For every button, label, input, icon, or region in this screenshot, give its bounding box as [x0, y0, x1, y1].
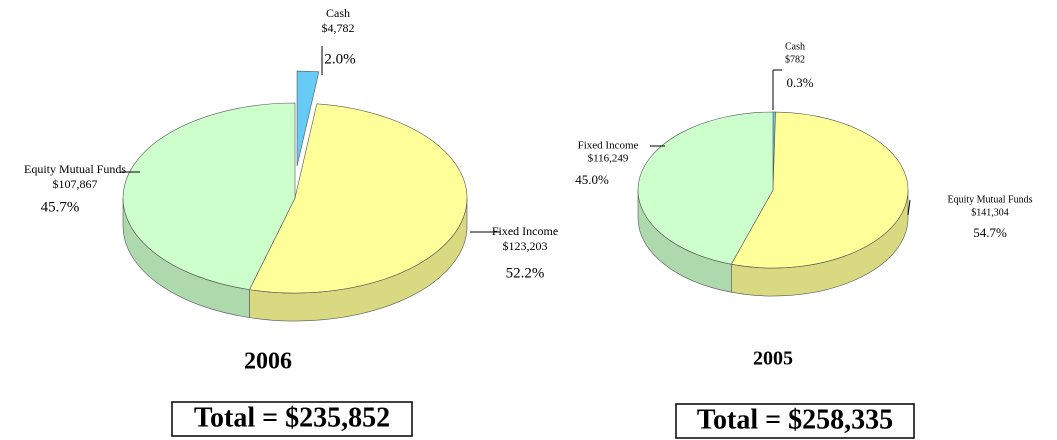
percent-label: 52.2%: [506, 265, 545, 281]
value-label: $141,304: [971, 207, 1009, 218]
chart-title: 2006: [244, 349, 292, 375]
leader-line: [907, 199, 911, 216]
total-box: [171, 401, 413, 437]
value-label: $4,782: [322, 21, 355, 35]
percent-label: 2.0%: [324, 51, 355, 67]
total-box: [675, 403, 915, 439]
value-label: $123,203: [503, 239, 548, 253]
percent-label: 0.3%: [786, 75, 813, 90]
value-label: $116,249: [588, 153, 629, 165]
total-label: Total = $235,852: [194, 402, 390, 433]
slice-label: Equity Mutual Funds: [24, 162, 126, 176]
percent-label: 45.0%: [575, 172, 609, 187]
slice: [730, 111, 909, 269]
total-label: Total = $258,335: [697, 404, 893, 435]
slice-label: Fixed Income: [492, 224, 558, 238]
slice: [122, 102, 296, 290]
slice-label: Cash: [326, 6, 350, 20]
slice-label: Equity Mutual Funds: [947, 194, 1032, 205]
slice: [637, 111, 774, 265]
percent-label: 45.7%: [41, 199, 80, 215]
slice: [296, 70, 320, 167]
slice: [249, 103, 468, 294]
slice-label: Cash: [785, 41, 805, 52]
slice-label: Fixed Income: [578, 140, 639, 152]
value-label: $107,867: [53, 177, 98, 191]
chart-title: 2005: [753, 348, 793, 370]
value-label: $782: [785, 54, 805, 65]
percent-label: 54.7%: [973, 225, 1007, 240]
